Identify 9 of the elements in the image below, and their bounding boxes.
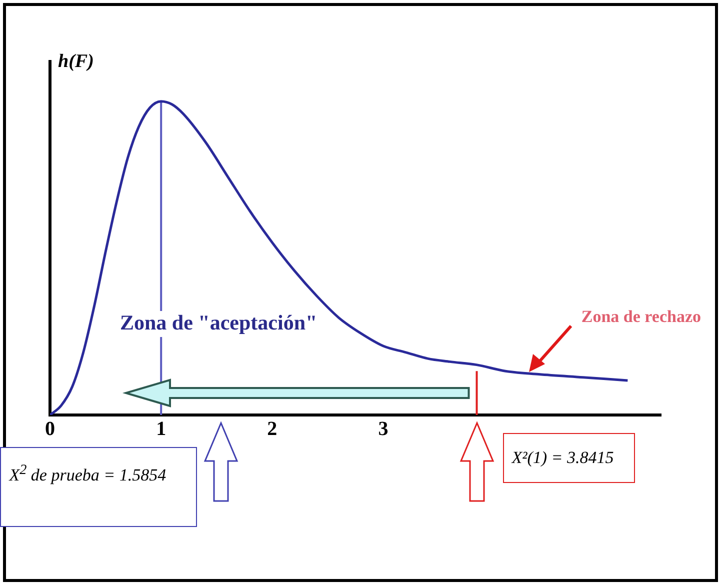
- y-axis-title: h(F): [58, 50, 94, 72]
- x-tick-label: 3: [378, 418, 388, 440]
- annotation: Zona de "aceptación": [120, 310, 318, 334]
- text: X$^{2}$ de prueba = 1.5854: [0, 447, 198, 527]
- x-tick-label: 1: [156, 418, 166, 440]
- x-tick-label: 2: [267, 418, 278, 440]
- x-tick-label: 0: [45, 418, 55, 440]
- annotation: Zona de rechazo: [581, 307, 701, 326]
- ref-line-label: X²(1) = 3.8415: [502, 433, 635, 483]
